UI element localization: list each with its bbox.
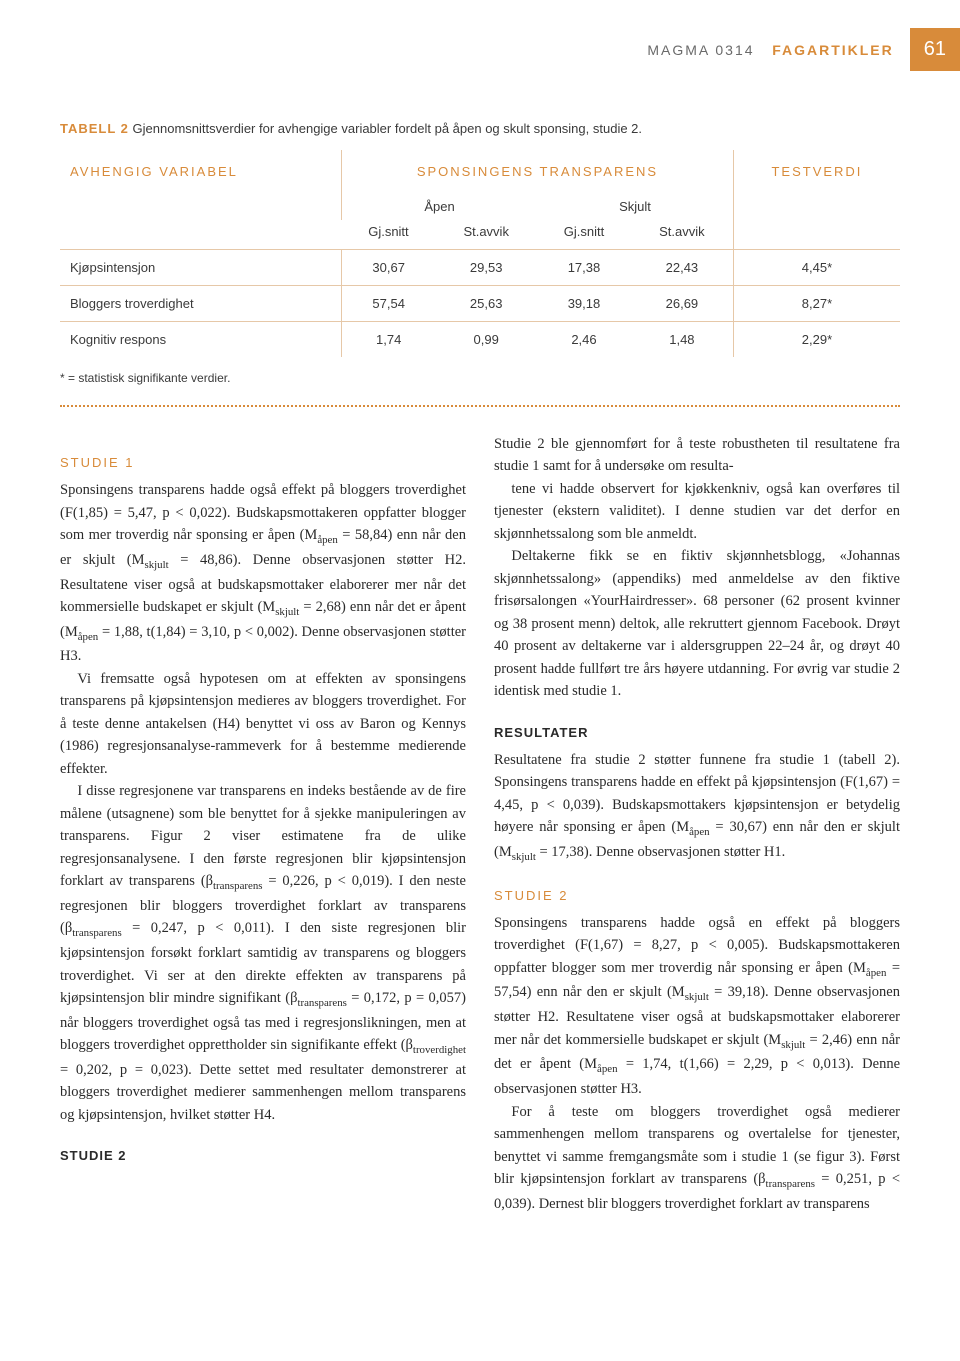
cell-value: 57,54 (342, 286, 436, 322)
cell-label: Kognitiv respons (60, 322, 342, 358)
cell-value: 39,18 (537, 286, 631, 322)
cell-value: 1,74 (342, 322, 436, 358)
table-caption-text: Gjennomsnittsverdier for avhengige varia… (133, 121, 642, 136)
data-table: AVHENGIG VARIABEL SPONSINGENS TRANSPAREN… (60, 150, 900, 357)
th-open: Åpen (342, 193, 538, 220)
heading-studie2: STUDIE 2 (60, 1146, 466, 1166)
th-hidden: Skjult (537, 193, 733, 220)
cell-value: 0,99 (435, 322, 537, 358)
body-paragraph: Studie 2 ble gjennomført for å teste rob… (494, 433, 900, 478)
th-center: SPONSINGENS TRANSPARENS (342, 150, 734, 193)
body-paragraph: Vi fremsatte også hypotesen om at effekt… (60, 668, 466, 780)
cell-value: 25,63 (435, 286, 537, 322)
table-row: Bloggers troverdighet57,5425,6339,1826,6… (60, 286, 900, 322)
cell-value: 30,67 (342, 250, 436, 286)
table-caption-label: TABELL 2 (60, 121, 129, 136)
body-paragraph: Sponsingens transparens hadde også en ef… (494, 912, 900, 1101)
table-caption: TABELL 2 Gjennomsnittsverdier for avheng… (60, 121, 900, 136)
cell-test: 4,45* (733, 250, 900, 286)
header-magazine: MAGMA 0314 (647, 42, 754, 58)
heading-resultater: RESULTATER (494, 723, 900, 743)
th-sd1: St.avvik (435, 220, 537, 250)
th-variable: AVHENGIG VARIABEL (60, 150, 342, 193)
body-paragraph: I disse regresjonene var transparens en … (60, 780, 466, 1126)
cell-value: 22,43 (631, 250, 734, 286)
th-mean2: Gj.snitt (537, 220, 631, 250)
table-footnote: * = statistisk signifikante verdier. (60, 371, 900, 385)
header-running-title: MAGMA 0314 FAGARTIKLER (647, 42, 909, 58)
cell-label: Kjøpsintensjon (60, 250, 342, 286)
cell-value: 2,46 (537, 322, 631, 358)
heading-studie1: STUDIE 1 (60, 453, 466, 473)
cell-value: 1,48 (631, 322, 734, 358)
header-section: FAGARTIKLER (772, 42, 894, 58)
th-test: TESTVERDI (733, 150, 900, 193)
dotted-divider (60, 405, 900, 407)
body-paragraph: Resultatene fra studie 2 støtter funnene… (494, 749, 900, 866)
body-paragraph: Deltakerne fikk se en fiktiv skjønnhetsb… (494, 545, 900, 702)
cell-test: 2,29* (733, 322, 900, 358)
page-number: 61 (910, 28, 960, 71)
table-row: Kognitiv respons1,740,992,461,482,29* (60, 322, 900, 358)
body-paragraph: For å teste om bloggers troverdighet ogs… (494, 1101, 900, 1216)
cell-value: 26,69 (631, 286, 734, 322)
heading-studie2b: STUDIE 2 (494, 886, 900, 906)
page-header: MAGMA 0314 FAGARTIKLER 61 (60, 28, 900, 71)
cell-value: 17,38 (537, 250, 631, 286)
cell-value: 29,53 (435, 250, 537, 286)
body-paragraph: Sponsingens transparens hadde også effek… (60, 479, 466, 668)
th-mean1: Gj.snitt (342, 220, 436, 250)
th-sd2: St.avvik (631, 220, 734, 250)
body-columns: STUDIE 1 Sponsingens transparens hadde o… (60, 433, 900, 1215)
table-body: Kjøpsintensjon30,6729,5317,3822,434,45*B… (60, 250, 900, 358)
body-paragraph: tene vi hadde observert for kjøkkenkniv,… (494, 478, 900, 545)
cell-test: 8,27* (733, 286, 900, 322)
cell-label: Bloggers troverdighet (60, 286, 342, 322)
table-row: Kjøpsintensjon30,6729,5317,3822,434,45* (60, 250, 900, 286)
